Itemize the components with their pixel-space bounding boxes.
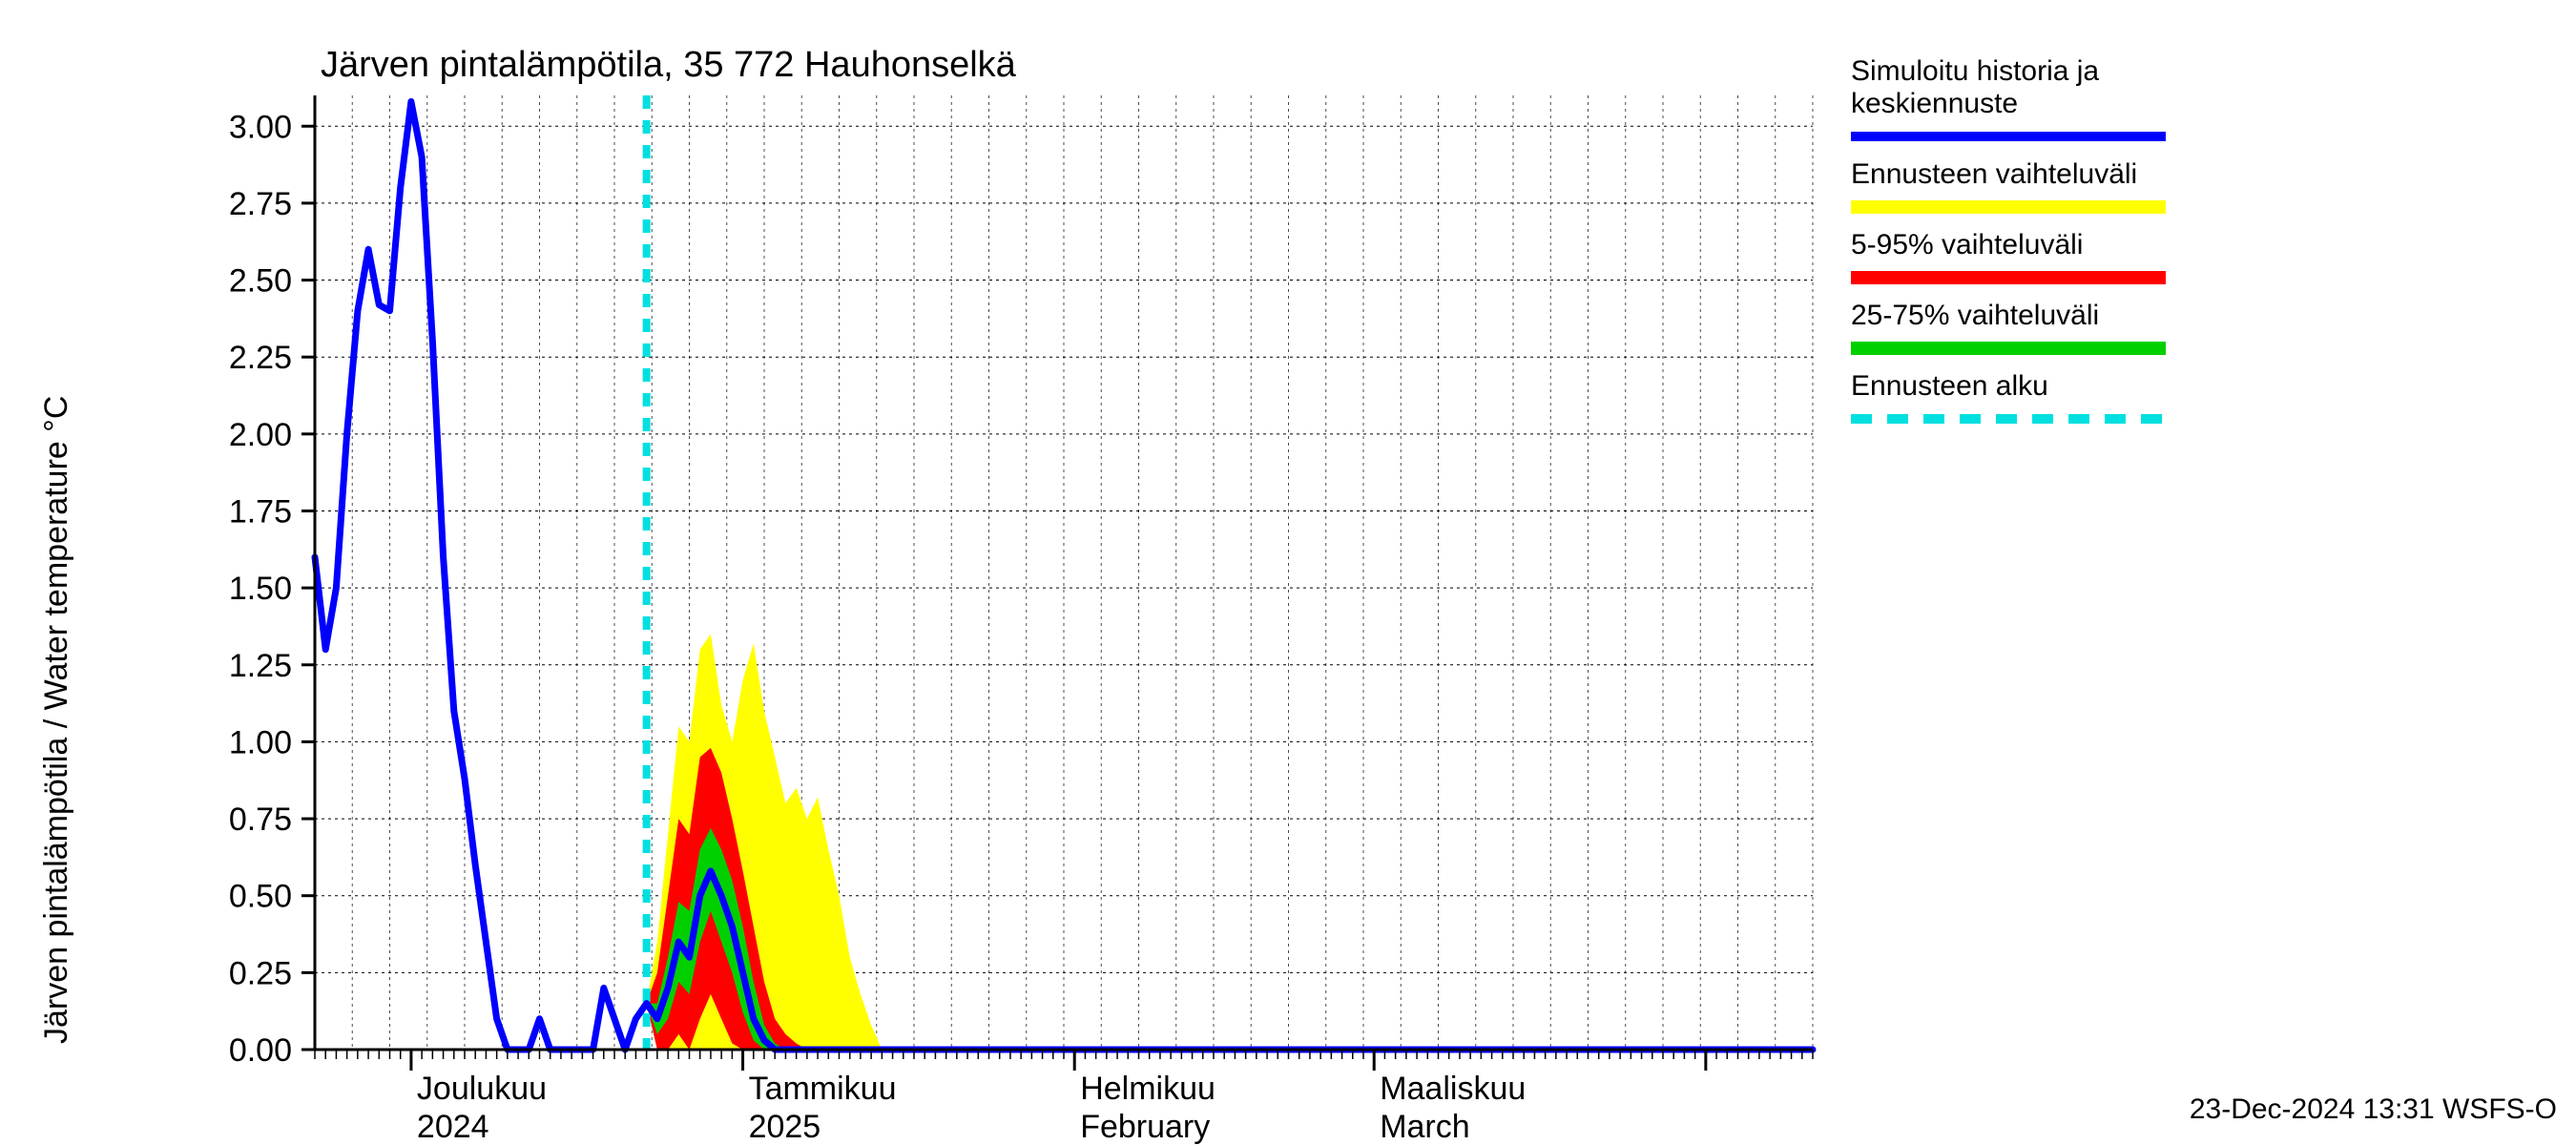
forecast-bands bbox=[647, 635, 893, 1051]
y-tick-label: 2.25 bbox=[229, 340, 292, 376]
y-tick-label: 2.00 bbox=[229, 417, 292, 453]
y-tick-label: 2.50 bbox=[229, 263, 292, 300]
y-tick-label: 0.25 bbox=[229, 955, 292, 991]
x-month-sublabel: February bbox=[1080, 1109, 1210, 1145]
legend-label: keskiennuste bbox=[1851, 88, 2018, 119]
legend-label: 5-95% vaihteluväli bbox=[1851, 229, 2083, 260]
y-tick-label: 0.75 bbox=[229, 802, 292, 838]
legend-label: Ennusteen vaihteluväli bbox=[1851, 158, 2137, 190]
y-tick-label: 1.50 bbox=[229, 571, 292, 607]
legend-swatch bbox=[1851, 200, 2166, 214]
grid bbox=[315, 95, 1813, 1050]
y-tick-label: 0.00 bbox=[229, 1032, 292, 1069]
y-tick-label: 1.75 bbox=[229, 493, 292, 530]
legend-label: Simuloitu historia ja bbox=[1851, 55, 2099, 87]
x-month-label: Helmikuu bbox=[1080, 1071, 1215, 1107]
chart-title: Järven pintalämpötila, 35 772 Hauhonselk… bbox=[321, 45, 1017, 85]
y-tick-label: 1.25 bbox=[229, 648, 292, 684]
x-month-sublabel: 2025 bbox=[749, 1109, 821, 1145]
legend-swatch bbox=[1851, 342, 2166, 355]
y-tick-label: 1.00 bbox=[229, 724, 292, 760]
chart-svg: 0.00 0.25 0.50 0.75 1.00 1.25 1.50 1.75 2.00 2.25… bbox=[0, 0, 2576, 1145]
y-axis-label: Järven pintalämpötila / Water temperatur… bbox=[38, 396, 74, 1044]
x-month-sublabel: 2024 bbox=[417, 1109, 489, 1145]
x-month-label: Maaliskuu bbox=[1380, 1071, 1526, 1107]
water-temperature-chart: 0.00 0.25 0.50 0.75 1.00 1.25 1.50 1.75 2.00 2.25… bbox=[0, 0, 2576, 1145]
x-month-label: Tammikuu bbox=[749, 1071, 897, 1107]
x-month-sublabel: March bbox=[1380, 1109, 1469, 1145]
y-tick-label: 2.75 bbox=[229, 186, 292, 222]
y-tick-label: 0.50 bbox=[229, 879, 292, 915]
legend-swatch bbox=[1851, 271, 2166, 284]
legend-label: Ennusteen alku bbox=[1851, 370, 2048, 402]
chart-footer: 23-Dec-2024 13:31 WSFS-O bbox=[2190, 1093, 2557, 1125]
legend-label: 25-75% vaihteluväli bbox=[1851, 300, 2099, 331]
x-month-label: Joulukuu bbox=[417, 1071, 547, 1107]
y-tick-label: 3.00 bbox=[229, 109, 292, 145]
